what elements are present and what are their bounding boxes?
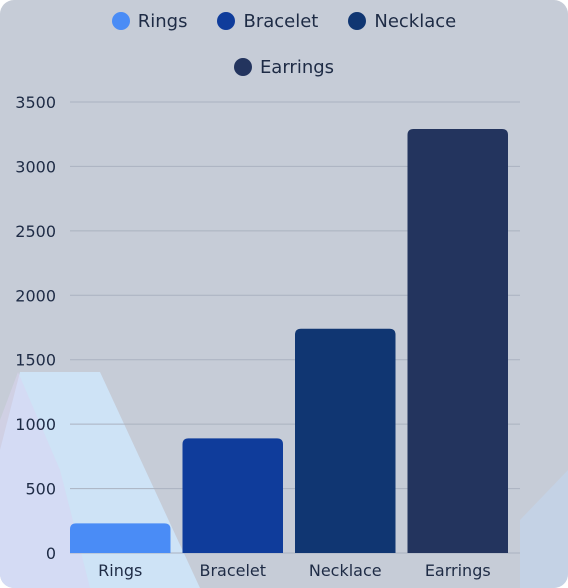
legend-label-necklace: Necklace (374, 10, 457, 32)
legend-item-rings[interactable]: Rings (111, 6, 188, 36)
legend-item-necklace[interactable]: Necklace (348, 6, 456, 36)
legend-item-earrings[interactable]: Earrings (233, 52, 335, 82)
x-tick-label: Earrings (425, 561, 491, 580)
y-tick-label: 1500 (15, 351, 56, 370)
bar-bracelet[interactable] (182, 438, 284, 553)
y-tick-label: 2500 (15, 222, 56, 241)
bar-rings[interactable] (70, 523, 171, 553)
y-tick-label: 2000 (15, 286, 56, 305)
legend-label-rings: Rings (137, 10, 188, 32)
legend-label-earrings: Earrings (259, 56, 335, 78)
legend-item-bracelet[interactable]: Bracelet (217, 6, 318, 36)
chart-legend: Rings Bracelet Necklace Earrings (69, 6, 499, 82)
x-tick-label: Rings (98, 561, 142, 580)
x-tick-label: Bracelet (199, 561, 266, 580)
legend-swatch-rings (111, 12, 130, 30)
bar-necklace[interactable] (295, 328, 396, 553)
y-tick-label: 500 (25, 480, 56, 499)
x-tick-label: Necklace (309, 561, 382, 580)
legend-label-bracelet: Bracelet (243, 10, 319, 32)
legend-swatch-necklace (348, 12, 367, 30)
y-tick-label: 3000 (15, 157, 56, 176)
y-tick-label: 1000 (15, 415, 56, 434)
bar-earrings[interactable] (407, 129, 509, 553)
legend-swatch-earrings (233, 58, 252, 76)
legend-swatch-bracelet (217, 12, 236, 30)
y-tick-label: 3500 (15, 93, 56, 112)
y-tick-label: 0 (46, 544, 56, 563)
